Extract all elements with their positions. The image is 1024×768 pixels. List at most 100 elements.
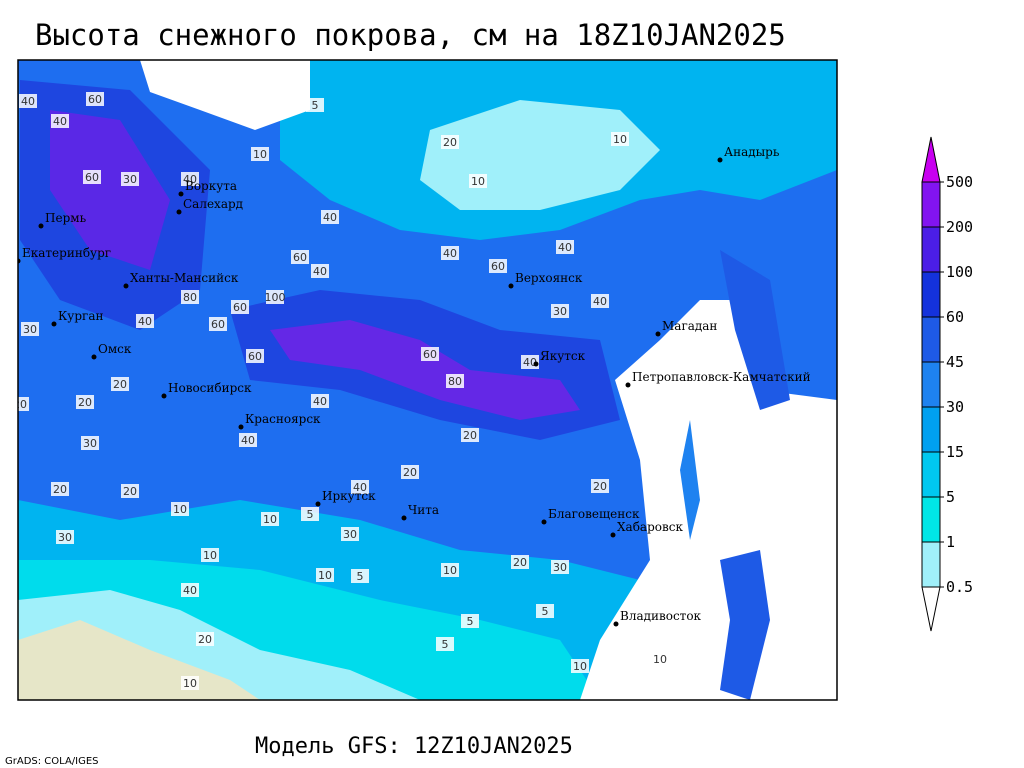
contour-label-box [196,632,214,646]
city-dot [161,393,167,399]
contour-label-box [551,304,569,318]
legend-swatch [921,496,941,543]
contour-label-box [351,569,369,583]
contour-label: 10 [318,569,332,582]
city-dot [401,515,407,521]
contour-label-box [51,114,69,128]
city-dot [178,191,184,197]
contour-label: 40 [323,211,337,224]
contour-label: 60 [211,318,225,331]
contour-label: 30 [83,437,97,450]
contour-label-box [19,94,37,108]
japan [720,550,770,700]
legend-arrow [921,136,941,183]
contour-label: 5 [307,508,314,521]
legend-label: 100 [946,263,973,281]
contour-label: 5 [312,99,319,112]
city-dot [655,331,661,337]
contour-label-box [121,172,139,186]
legend-swatch [921,316,941,363]
kamchatka [720,250,790,410]
contour-label-box [536,604,554,618]
contour-label-box [551,560,569,574]
contour-label: 60 [248,350,262,363]
contour-label: 20 [53,483,67,496]
contour-label-box [18,397,29,411]
contour-label: 5 [442,638,449,651]
contour-label-box [461,428,479,442]
legend-label: 500 [946,173,973,191]
deep-snow [270,320,580,420]
legend-label: 60 [946,308,964,326]
city-label: Владивосток [620,609,702,623]
map: 30 20 40 60 40 20 10 10 5 60 30 40 10 40 40 60 40 40 80 100… [18,60,837,700]
city-dot [541,519,547,525]
city-dot [625,382,631,388]
city-label: Чита [408,503,439,517]
contour-label: 20 [463,429,477,442]
contour-label-box [316,568,334,582]
contour-label-box [56,530,74,544]
city-dot [176,209,182,215]
contour-label: 40 [53,115,67,128]
city-dot [123,283,129,289]
legend-swatch [921,451,941,498]
contour-label: 40 [443,247,457,260]
contour-label-box [446,374,464,388]
city-label: Петропавловск-Камчатский [632,370,811,384]
city-dot [717,157,723,163]
contour-label: 20 [113,378,127,391]
contour-label-box [111,377,129,391]
city-label: Якутск [540,349,586,363]
contour-label: 20 [78,396,92,409]
city-label: Омск [98,342,132,356]
contour-label-box [181,583,199,597]
contour-label: 60 [423,348,437,361]
contour-label: 10 [443,564,457,577]
contour-label-box [461,614,479,628]
contour-label: 10 [573,660,587,673]
contour-label-box [201,548,219,562]
contour-label: 10 [203,549,217,562]
contour-label: 40 [138,315,152,328]
contour-labels: 30 20 40 60 40 20 10 10 5 60 30 40 10 40 40 60 40 40 80 100… [18,92,669,690]
contour-label: 40 [21,95,35,108]
contour-label: 20 [123,485,137,498]
cities: Воркута Салехард Пермь Екатеринбург Ханты-Ма… [18,145,811,627]
city-dot [238,424,244,430]
contour-label-box [81,436,99,450]
city-label: Ханты-Мансийск [130,271,239,285]
city-label: Екатеринбург [22,246,111,260]
city-label: Воркута [185,179,237,193]
city-label: Анадырь [724,145,780,159]
contour-label: 60 [491,260,505,273]
contour-label: 5 [542,605,549,618]
city-dot [508,283,514,289]
contour-label-box [266,290,284,304]
contour-label-box [321,210,339,224]
city-label: Магадан [662,319,717,333]
contour-label-box [136,314,154,328]
contour-label: 40 [558,241,572,254]
legend-swatch [921,181,941,228]
contour-label: 10 [183,677,197,690]
legend-arrow [921,586,941,632]
contour-label: 5 [467,615,474,628]
contour-label-box [351,480,369,494]
contour-label-box [181,172,199,186]
contour-label: 10 [471,175,485,188]
contour-label: 30 [553,305,567,318]
contour-label-box [76,395,94,409]
city-label: Верхоянск [515,271,583,285]
contour-label: 40 [241,434,255,447]
contour-label: 10 [253,148,267,161]
contour-label: 40 [353,481,367,494]
city-dot [610,532,616,538]
contour-label-box [556,240,574,254]
contour-label-box [311,394,329,408]
contour-label-box [21,322,39,336]
contour-label-box [83,170,101,184]
contour-label-box [441,563,459,577]
